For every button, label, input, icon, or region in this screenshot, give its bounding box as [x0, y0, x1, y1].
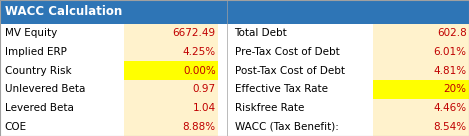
Text: 1.04: 1.04	[193, 103, 216, 113]
Text: 0.97: 0.97	[193, 84, 216, 94]
Text: 4.46%: 4.46%	[433, 103, 467, 113]
Text: 4.25%: 4.25%	[182, 47, 216, 57]
Text: Riskfree Rate: Riskfree Rate	[234, 103, 304, 113]
Text: 8.54%: 8.54%	[433, 122, 467, 132]
Text: Country Risk: Country Risk	[5, 66, 71, 76]
Text: Levered Beta: Levered Beta	[5, 103, 74, 113]
Text: Effective Tax Rate: Effective Tax Rate	[234, 84, 327, 94]
Text: WACC Calculation: WACC Calculation	[5, 5, 122, 18]
Bar	[373, 117, 469, 136]
Text: 4.81%: 4.81%	[433, 66, 467, 76]
Bar	[373, 24, 469, 42]
Text: WACC (Tax Benefit):: WACC (Tax Benefit):	[234, 122, 338, 132]
Text: MV Equity: MV Equity	[5, 28, 57, 38]
Bar	[124, 117, 218, 136]
Text: 8.88%: 8.88%	[182, 122, 216, 132]
Text: Total Debt: Total Debt	[234, 28, 287, 38]
Bar	[373, 80, 469, 99]
Text: 0.00%: 0.00%	[183, 66, 216, 76]
Text: Implied ERP: Implied ERP	[5, 47, 67, 57]
Text: 6672.49: 6672.49	[173, 28, 216, 38]
Bar	[124, 24, 218, 42]
Bar	[124, 99, 218, 117]
Bar	[373, 99, 469, 117]
Text: 6.01%: 6.01%	[434, 47, 467, 57]
Text: 602.8: 602.8	[437, 28, 467, 38]
Bar	[0, 0, 469, 24]
Bar	[124, 42, 218, 61]
Bar	[124, 61, 218, 80]
Text: Unlevered Beta: Unlevered Beta	[5, 84, 85, 94]
Text: Post-Tax Cost of Debt: Post-Tax Cost of Debt	[234, 66, 345, 76]
Text: Pre-Tax Cost of Debt: Pre-Tax Cost of Debt	[234, 47, 339, 57]
Text: COE: COE	[5, 122, 27, 132]
Bar	[373, 42, 469, 61]
Bar	[124, 80, 218, 99]
Text: 20%: 20%	[444, 84, 467, 94]
Bar	[373, 61, 469, 80]
